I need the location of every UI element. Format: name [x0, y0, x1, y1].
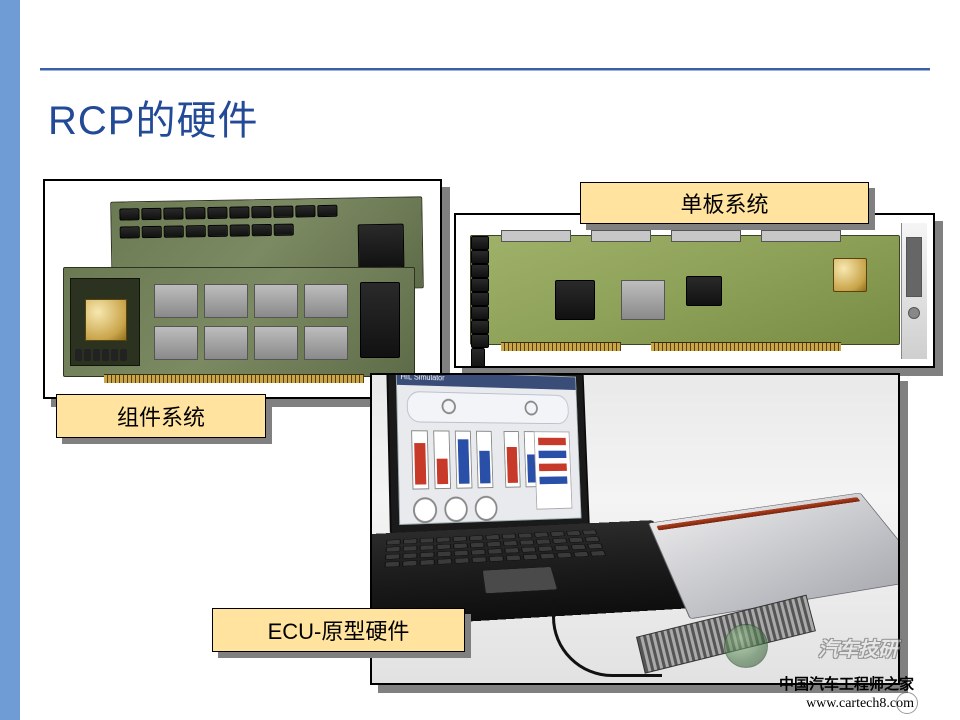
- watermark-brand-text: 汽车技研: [818, 633, 898, 662]
- single-board-label-text: 单板系统: [680, 187, 768, 219]
- watermark-gn-badge: [896, 692, 918, 714]
- component-system-panel: [43, 179, 442, 399]
- component-system-label-text: 组件系统: [117, 400, 205, 432]
- single-board-label: 单板系统: [580, 182, 869, 224]
- component-system-label: 组件系统: [56, 394, 266, 438]
- laptop-screen: HIL Simulator: [386, 373, 590, 536]
- citation-line1: 中国汽车工程师之家: [779, 673, 914, 694]
- ecu-prototype-label: ECU-原型硬件: [212, 608, 465, 652]
- left-accent-stripe: [0, 0, 20, 720]
- slide-title: RCP的硬件: [48, 88, 258, 146]
- laptop-ui-titlebar: HIL Simulator: [397, 373, 576, 390]
- top-horizontal-rule: [40, 68, 930, 71]
- ecu-prototype-label-text: ECU-原型硬件: [268, 614, 410, 646]
- single-board-panel: [454, 213, 935, 368]
- watermark-logo-icon: [724, 624, 768, 668]
